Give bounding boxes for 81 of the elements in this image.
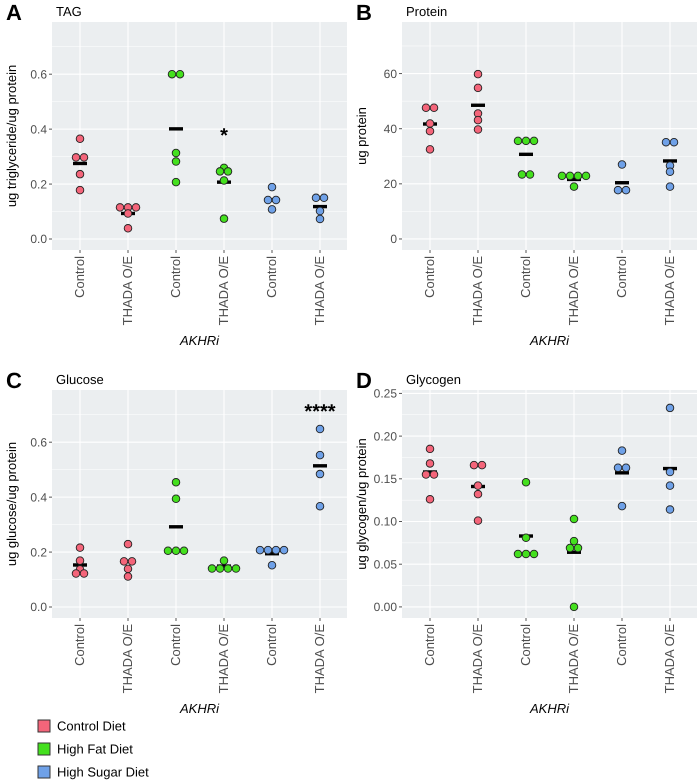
y-tick-label: 0.00 xyxy=(374,600,398,614)
y-axis-title: ug glucose/ug protein xyxy=(4,442,19,566)
point xyxy=(426,459,434,468)
x-tick-label: THADA O/E xyxy=(470,256,485,326)
y-tick-label: 0.2 xyxy=(30,177,48,192)
y-tick-label: 0.4 xyxy=(30,490,48,504)
y-tick-label: 40 xyxy=(384,122,398,136)
chart-title: Glycogen xyxy=(406,372,461,387)
point xyxy=(570,602,578,612)
x-tick-label: Control xyxy=(614,624,629,666)
x-axis-title: AKHRi xyxy=(528,701,570,716)
point xyxy=(570,536,578,546)
legend-label: Control Diet xyxy=(57,718,126,734)
point xyxy=(522,533,530,542)
point xyxy=(570,514,578,524)
x-tick-label: THADA O/E xyxy=(312,624,327,694)
text: D xyxy=(356,368,372,393)
text: C xyxy=(6,368,22,393)
text: A xyxy=(6,0,22,25)
x-tick-label: THADA O/E xyxy=(216,624,231,694)
y-tick-label: 0.2 xyxy=(30,545,48,560)
point xyxy=(618,502,626,510)
point xyxy=(666,404,674,412)
y-tick-label: 0.15 xyxy=(374,472,398,486)
point xyxy=(426,495,434,504)
point xyxy=(522,478,530,486)
y-axis-title: ug protein xyxy=(354,107,369,165)
x-tick-label: THADA O/E xyxy=(566,624,581,694)
x-tick-label: THADA O/E xyxy=(312,256,327,326)
x-tick-label: Control xyxy=(422,256,437,298)
chart-title: Protein xyxy=(406,4,448,19)
y-tick-label: 0.4 xyxy=(30,122,48,136)
annotation: * xyxy=(220,125,228,147)
x-tick-label: Control xyxy=(422,624,437,666)
x-axis-title: AKHRi xyxy=(528,333,570,348)
x-tick-label: Control xyxy=(72,256,87,298)
y-axis-title: ug triglyceride/ug protein xyxy=(4,64,19,208)
x-tick-label: Control xyxy=(264,256,279,298)
x-tick-label: THADA O/E xyxy=(662,256,677,326)
x-tick-label: Control xyxy=(72,624,87,666)
text: B xyxy=(356,0,372,25)
y-tick-label: 0.6 xyxy=(30,435,48,450)
y-axis-title: ug glycogen/ug protein xyxy=(354,438,369,570)
x-tick-label: THADA O/E xyxy=(216,256,231,326)
x-tick-label: Control xyxy=(614,256,629,298)
x-tick-label: Control xyxy=(264,624,279,666)
legend-label: High Fat Diet xyxy=(57,742,134,757)
x-tick-label: THADA O/E xyxy=(566,256,581,326)
y-tick-label: 60 xyxy=(384,66,398,81)
point xyxy=(474,490,482,498)
x-tick-label: THADA O/E xyxy=(470,624,485,694)
point xyxy=(522,550,530,558)
x-tick-label: Control xyxy=(168,624,183,666)
point xyxy=(474,516,482,525)
y-tick-label: 0.6 xyxy=(30,67,48,82)
y-tick-label: 0.0 xyxy=(30,600,48,614)
legend-label: High Sugar Diet xyxy=(57,764,150,780)
chart-title: Glucose xyxy=(56,372,104,387)
point xyxy=(666,468,674,476)
x-axis-title: AKHRi xyxy=(178,701,220,716)
y-tick-label: 0.05 xyxy=(374,557,398,572)
x-tick-label: THADA O/E xyxy=(120,624,135,694)
x-axis-title: AKHRi xyxy=(178,333,220,348)
y-tick-label: 0.25 xyxy=(374,386,398,401)
point xyxy=(618,446,626,455)
y-tick-label: 20 xyxy=(384,177,398,192)
x-tick-label: THADA O/E xyxy=(662,624,677,694)
y-tick-label: 0 xyxy=(390,232,398,246)
x-tick-label: Control xyxy=(518,256,533,298)
point xyxy=(666,505,674,514)
point xyxy=(474,481,482,490)
x-tick-label: Control xyxy=(168,256,183,298)
point xyxy=(666,481,674,490)
y-tick-label: 0.20 xyxy=(374,429,398,444)
y-tick-label: 0.0 xyxy=(30,232,48,246)
point xyxy=(426,444,434,454)
annotation: **** xyxy=(304,401,336,423)
chart-title: TAG xyxy=(56,4,82,19)
y-tick-label: 0.10 xyxy=(374,514,398,529)
x-tick-label: THADA O/E xyxy=(120,256,135,326)
x-tick-label: Control xyxy=(518,624,533,666)
